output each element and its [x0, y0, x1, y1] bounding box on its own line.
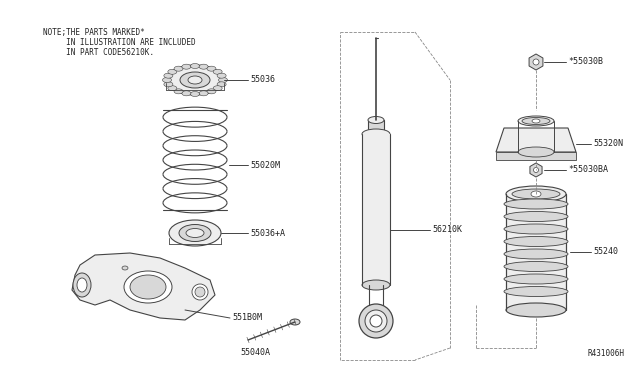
- Ellipse shape: [130, 275, 166, 299]
- Ellipse shape: [506, 186, 566, 202]
- Text: 55240: 55240: [593, 247, 618, 257]
- Polygon shape: [72, 253, 215, 320]
- Ellipse shape: [534, 167, 538, 173]
- Ellipse shape: [164, 73, 173, 78]
- Ellipse shape: [124, 271, 172, 303]
- Ellipse shape: [531, 191, 541, 197]
- Ellipse shape: [163, 77, 172, 83]
- Ellipse shape: [207, 66, 216, 71]
- Ellipse shape: [504, 286, 568, 296]
- Text: 55036+A: 55036+A: [250, 228, 285, 237]
- Text: R431006H: R431006H: [588, 349, 625, 358]
- Ellipse shape: [213, 86, 222, 91]
- Text: 55040A: 55040A: [240, 348, 270, 357]
- Ellipse shape: [188, 76, 202, 84]
- Ellipse shape: [180, 72, 210, 88]
- Text: 56210K: 56210K: [432, 225, 462, 234]
- Ellipse shape: [199, 64, 208, 69]
- Ellipse shape: [174, 89, 183, 94]
- Ellipse shape: [504, 262, 568, 272]
- Ellipse shape: [217, 73, 226, 78]
- Ellipse shape: [512, 189, 560, 199]
- Ellipse shape: [218, 77, 227, 83]
- Ellipse shape: [506, 303, 566, 317]
- FancyBboxPatch shape: [368, 120, 384, 134]
- Text: NOTE;THE PARTS MARKED*: NOTE;THE PARTS MARKED*: [43, 28, 145, 37]
- FancyBboxPatch shape: [506, 194, 566, 310]
- Text: IN PART CODE56210K.: IN PART CODE56210K.: [43, 48, 154, 57]
- Ellipse shape: [533, 59, 539, 65]
- Ellipse shape: [168, 86, 177, 91]
- Ellipse shape: [77, 278, 87, 292]
- Ellipse shape: [207, 89, 216, 94]
- Ellipse shape: [186, 228, 204, 237]
- Ellipse shape: [504, 237, 568, 247]
- Ellipse shape: [368, 131, 384, 138]
- Ellipse shape: [362, 280, 390, 290]
- Ellipse shape: [532, 119, 540, 123]
- Text: 55020M: 55020M: [250, 160, 280, 170]
- Ellipse shape: [518, 116, 554, 126]
- Ellipse shape: [290, 319, 300, 325]
- Ellipse shape: [195, 287, 205, 297]
- Ellipse shape: [370, 315, 382, 327]
- Ellipse shape: [504, 224, 568, 234]
- Polygon shape: [496, 152, 576, 160]
- Ellipse shape: [504, 212, 568, 221]
- Text: 55036: 55036: [250, 76, 275, 84]
- Ellipse shape: [182, 91, 191, 96]
- Text: *55030BA: *55030BA: [568, 166, 608, 174]
- Ellipse shape: [213, 69, 222, 74]
- Ellipse shape: [365, 310, 387, 332]
- Ellipse shape: [504, 199, 568, 209]
- Ellipse shape: [191, 64, 200, 68]
- Ellipse shape: [168, 69, 177, 74]
- Polygon shape: [496, 128, 576, 152]
- Ellipse shape: [164, 82, 173, 87]
- Ellipse shape: [504, 274, 568, 284]
- Ellipse shape: [518, 147, 554, 157]
- Ellipse shape: [73, 273, 91, 297]
- Text: *55030B: *55030B: [568, 58, 603, 67]
- Ellipse shape: [359, 304, 393, 338]
- Text: IN ILLUSTRATION ARE INCLUDED: IN ILLUSTRATION ARE INCLUDED: [43, 38, 196, 47]
- Ellipse shape: [169, 220, 221, 246]
- FancyBboxPatch shape: [362, 134, 390, 285]
- Ellipse shape: [191, 92, 200, 96]
- Ellipse shape: [166, 65, 224, 95]
- Ellipse shape: [122, 266, 128, 270]
- Ellipse shape: [192, 284, 208, 300]
- Ellipse shape: [217, 82, 226, 87]
- Ellipse shape: [174, 66, 183, 71]
- Text: 55320N: 55320N: [593, 140, 623, 148]
- Ellipse shape: [362, 129, 390, 139]
- Ellipse shape: [368, 116, 384, 124]
- Text: 551B0M: 551B0M: [232, 314, 262, 323]
- Ellipse shape: [199, 91, 208, 96]
- Ellipse shape: [522, 118, 550, 125]
- Ellipse shape: [179, 224, 211, 241]
- Ellipse shape: [182, 64, 191, 69]
- Ellipse shape: [504, 249, 568, 259]
